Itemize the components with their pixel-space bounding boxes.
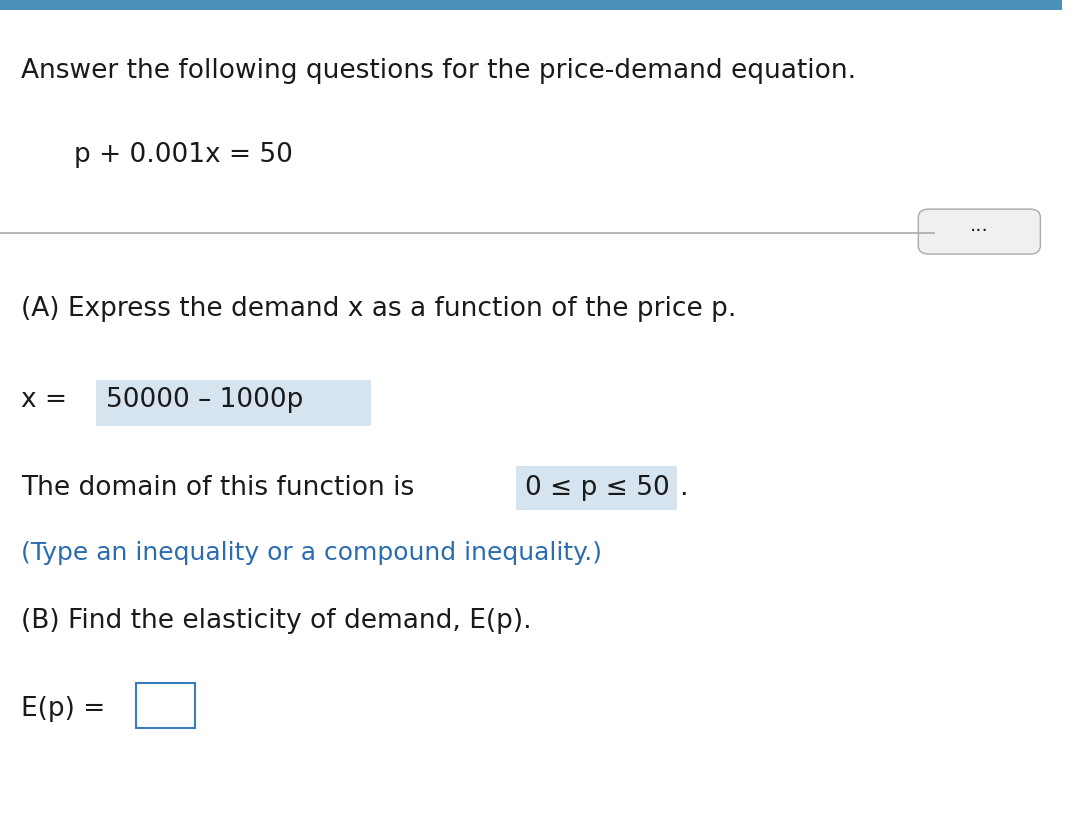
Text: Answer the following questions for the price-demand equation.: Answer the following questions for the p… — [22, 58, 856, 84]
Text: 50000 – 1000p: 50000 – 1000p — [106, 387, 304, 413]
Text: p + 0.001x = 50: p + 0.001x = 50 — [74, 142, 293, 167]
FancyBboxPatch shape — [918, 209, 1040, 254]
Text: (Type an inequality or a compound inequality.): (Type an inequality or a compound inequa… — [22, 541, 603, 566]
Text: E(p) =: E(p) = — [22, 696, 114, 721]
FancyBboxPatch shape — [136, 683, 195, 728]
FancyBboxPatch shape — [0, 0, 1062, 10]
FancyBboxPatch shape — [96, 380, 371, 426]
Text: x =: x = — [22, 387, 75, 413]
Text: 0 ≤ p ≤ 50: 0 ≤ p ≤ 50 — [525, 475, 671, 501]
Text: The domain of this function is: The domain of this function is — [22, 475, 423, 501]
Text: (A) Express the demand x as a function of the price p.: (A) Express the demand x as a function o… — [22, 296, 736, 322]
Text: .: . — [679, 475, 688, 501]
Text: (B) Find the elasticity of demand, E(p).: (B) Find the elasticity of demand, E(p). — [22, 608, 531, 634]
FancyBboxPatch shape — [516, 466, 677, 510]
Text: ···: ··· — [969, 222, 989, 241]
